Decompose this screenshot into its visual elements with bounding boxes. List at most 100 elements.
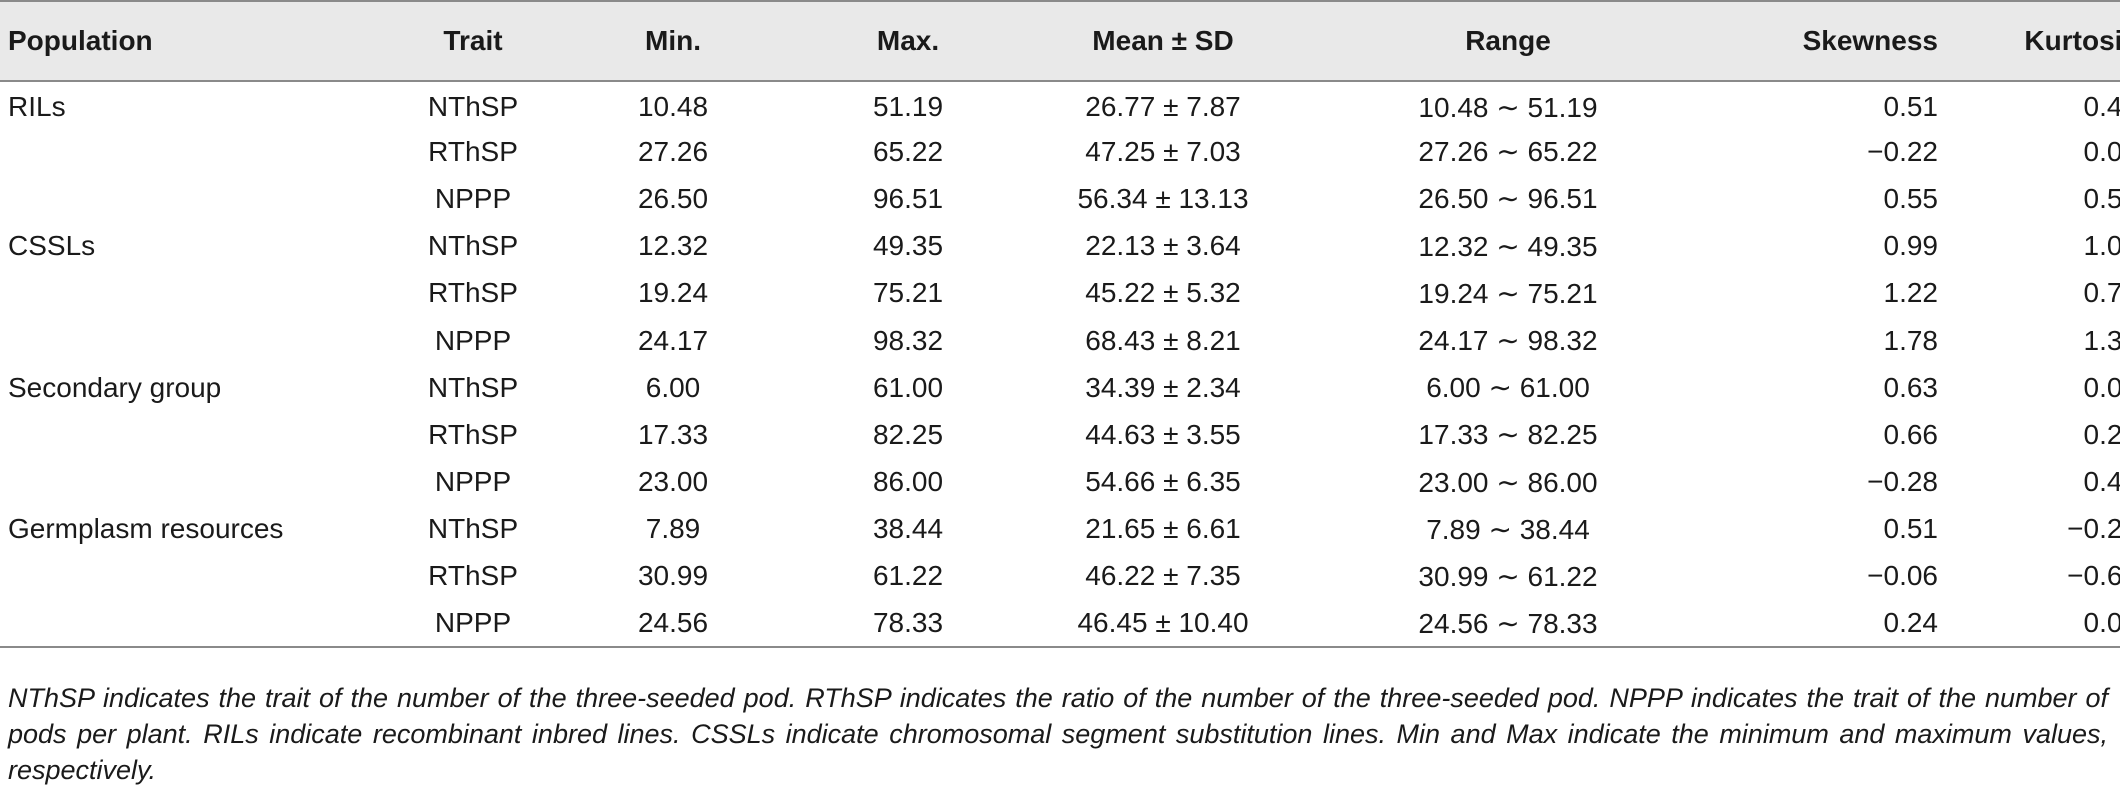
cell-trait: NThSP	[427, 230, 519, 262]
cell-kurtosis: 1.06	[2083, 230, 2120, 262]
header-range: Range	[1308, 0, 1708, 82]
cell-mean-sd: 44.63 ± 3.55	[1085, 418, 1241, 450]
cell-population	[0, 128, 398, 175]
table-row: NPPP 24.56 78.33 46.45 ± 10.40 24.56 ∼ 78.33…	[0, 600, 2120, 649]
cell-range: 6.00 ∼ 61.00	[1426, 372, 1590, 404]
cell-skewness: 1.22	[1883, 277, 1939, 309]
cell-min: 19.24	[637, 277, 709, 309]
cell-range: 27.26 ∼ 65.22	[1418, 136, 1598, 168]
cell-kurtosis: −0.23	[2067, 513, 2120, 545]
cell-kurtosis: 0.42	[2083, 91, 2120, 123]
cell-population: Germplasm resources	[8, 513, 284, 545]
cell-population: CSSLs	[8, 230, 96, 262]
cell-range: 30.99 ∼ 61.22	[1418, 560, 1598, 592]
cell-mean-sd: 54.66 ± 6.35	[1085, 466, 1241, 498]
cell-skewness: 0.99	[1883, 230, 1939, 262]
cell-min: 12.32	[637, 230, 709, 262]
table-row: NPPP 26.50 96.51 56.34 ± 13.13 26.50 ∼ 96.51…	[0, 175, 2120, 222]
cell-mean-sd: 46.22 ± 7.35	[1085, 560, 1241, 592]
cell-min: 30.99	[637, 560, 709, 592]
table-row: RThSP 19.24 75.21 45.22 ± 5.32 19.24 ∼ 75.21…	[0, 270, 2120, 317]
cell-mean-sd: 26.77 ± 7.87	[1085, 91, 1241, 123]
cell-range: 12.32 ∼ 49.35	[1418, 230, 1598, 262]
cell-trait: NPPP	[398, 600, 548, 649]
cell-trait: NThSP	[427, 91, 519, 123]
cell-skewness: 0.51	[1883, 513, 1939, 545]
cell-population: Secondary group	[8, 371, 222, 403]
cell-kurtosis: 0.53	[2083, 182, 2120, 214]
table-row: NPPP 24.17 98.32 68.43 ± 8.21 24.17 ∼ 98.32 1…	[0, 317, 2120, 364]
table-row: RThSP 17.33 82.25 44.63 ± 3.55 17.33 ∼ 82.25…	[0, 411, 2120, 458]
cell-population	[0, 175, 398, 222]
cell-max: 96.51	[872, 182, 944, 214]
cell-skewness: 1.78	[1883, 324, 1939, 356]
descriptive-statistics-table: Population Trait Min. Max. Mean ± SD Ran…	[0, 0, 2120, 649]
cell-population	[0, 317, 398, 364]
cell-kurtosis: 0.09	[2083, 135, 2120, 167]
cell-kurtosis: −0.69	[2067, 560, 2120, 592]
header-mean-sd: Mean ± SD	[1018, 0, 1308, 82]
cell-trait: NThSP	[427, 371, 519, 403]
cell-mean-sd: 22.13 ± 3.64	[1085, 230, 1241, 262]
cell-population	[0, 553, 398, 600]
cell-min: 26.50	[637, 182, 709, 214]
cell-min: 17.33	[637, 418, 709, 450]
cell-kurtosis: 0.49	[2083, 466, 2120, 498]
cell-max: 65.22	[872, 135, 944, 167]
table-row: RThSP 30.99 61.22 46.22 ± 7.35 30.99 ∼ 61.22…	[0, 553, 2120, 600]
table-header-row: Population Trait Min. Max. Mean ± SD Ran…	[0, 0, 2120, 82]
cell-trait: NPPP	[434, 466, 512, 498]
cell-mean-sd: 34.39 ± 2.34	[1085, 371, 1241, 403]
cell-range: 17.33 ∼ 82.25	[1418, 419, 1598, 451]
cell-range: 19.24 ∼ 75.21	[1418, 277, 1598, 309]
cell-skewness: 0.24	[1708, 600, 1948, 649]
table-row: CSSLs NThSP 12.32 49.35 22.13 ± 3.64 12.32 ∼ …	[0, 223, 2120, 270]
table-header: Population Trait Min. Max. Mean ± SD Ran…	[0, 0, 2120, 82]
cell-mean-sd: 46.45 ± 10.40	[1018, 600, 1308, 649]
cell-mean-sd: 21.65 ± 6.61	[1085, 513, 1241, 545]
cell-range: 10.48 ∼ 51.19	[1418, 91, 1598, 123]
cell-max: 98.32	[872, 324, 944, 356]
cell-skewness: 0.51	[1883, 91, 1939, 123]
cell-min: 27.26	[637, 135, 709, 167]
cell-trait: NThSP	[427, 513, 519, 545]
table-row: RThSP 27.26 65.22 47.25 ± 7.03 27.26 ∼ 65.22…	[0, 128, 2120, 175]
cell-mean-sd: 56.34 ± 13.13	[1077, 182, 1249, 214]
cell-population	[0, 270, 398, 317]
cell-max: 49.35	[872, 230, 944, 262]
cell-min: 6.00	[645, 371, 701, 403]
cell-range: 26.50 ∼ 96.51	[1418, 183, 1598, 215]
cell-skewness: −0.06	[1867, 560, 1938, 592]
cell-range: 23.00 ∼ 86.00	[1418, 466, 1598, 498]
cell-max: 82.25	[872, 418, 944, 450]
header-population: Population	[0, 0, 398, 82]
table-row: Secondary group NThSP 6.00 61.00 34.39 ± 2.3…	[0, 364, 2120, 411]
cell-max: 38.44	[872, 513, 944, 545]
cell-range: 24.56 ∼ 78.33	[1308, 600, 1708, 649]
cell-population: RILs	[8, 91, 66, 123]
cell-max: 75.21	[872, 277, 944, 309]
cell-max: 78.33	[798, 600, 1018, 649]
cell-population	[0, 600, 398, 649]
cell-range: 7.89 ∼ 38.44	[1426, 513, 1590, 545]
cell-max: 86.00	[872, 466, 944, 498]
table-body: RILs NThSP 10.48 51.19 26.77 ± 7.87 10.48 ∼ 5…	[0, 81, 2120, 649]
cell-kurtosis: 0.21	[2083, 418, 2120, 450]
cell-population	[0, 411, 398, 458]
cell-kurtosis: 1.39	[2083, 324, 2120, 356]
cell-min: 10.48	[637, 91, 709, 123]
header-trait: Trait	[398, 0, 548, 82]
cell-kurtosis: 0.78	[2083, 277, 2120, 309]
header-skewness: Skewness	[1708, 0, 1948, 82]
cell-max: 61.22	[872, 560, 944, 592]
cell-kurtosis: 0.08	[1948, 600, 2120, 649]
table-row: RILs NThSP 10.48 51.19 26.77 ± 7.87 10.48 ∼ 5…	[0, 81, 2120, 128]
cell-trait: RThSP	[428, 418, 518, 450]
header-min: Min.	[548, 0, 798, 82]
cell-trait: NPPP	[434, 182, 512, 214]
cell-skewness: 0.66	[1883, 418, 1939, 450]
cell-trait: RThSP	[428, 277, 518, 309]
cell-mean-sd: 45.22 ± 5.32	[1085, 277, 1241, 309]
header-max: Max.	[798, 0, 1018, 82]
